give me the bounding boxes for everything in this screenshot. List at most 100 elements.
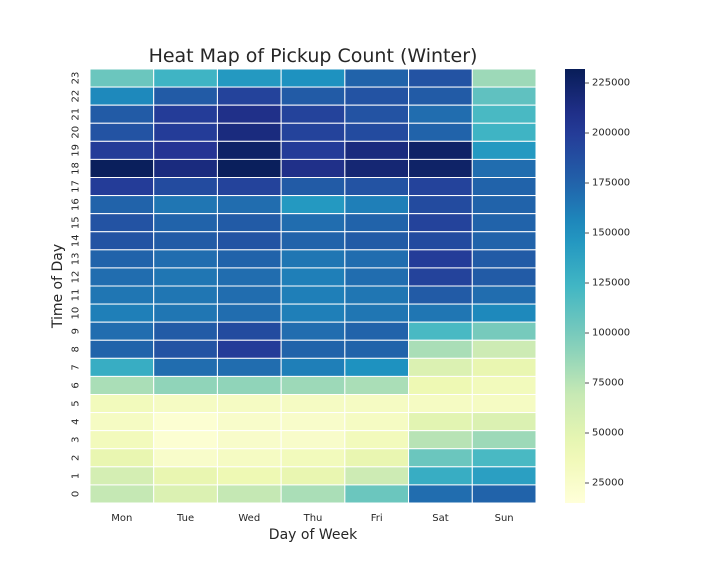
colorbar-tick-200000: 200000 [592,128,630,139]
colorbar-tick-50000: 50000 [592,428,624,439]
heatmap-cell-20-sat [408,122,473,142]
heatmap-cell-23-sat [408,68,473,88]
heatmap-cell-8-fri [344,339,410,359]
y-tick-10: 10 [71,307,82,320]
heatmap-cell-15-fri [344,213,410,233]
heatmap-cell-15-wed [216,213,282,233]
heatmap-cell-12-sat [408,267,473,287]
heatmap-cell-3-wed [216,430,282,450]
heatmap-cell-13-fri [344,249,410,269]
heatmap-cell-3-fri [344,430,410,450]
heatmap-cell-14-thu [280,231,346,251]
y-tick-11: 11 [71,289,82,302]
heatmap-cell-22-sat [408,86,473,106]
y-tick-16: 16 [71,198,82,211]
y-tick-12: 12 [71,271,82,284]
heatmap-cell-9-wed [216,321,282,341]
heatmap-cell-5-fri [344,394,410,414]
heatmap-cell-7-mon [89,357,155,377]
heatmap-cell-15-tue [153,213,218,233]
y-tick-4: 4 [71,418,82,424]
heatmap-cell-1-tue [153,466,218,486]
heatmap-cell-22-fri [344,86,410,106]
heatmap-cell-10-tue [153,303,218,323]
heatmap-cell-3-mon [89,430,155,450]
x-tick-fri: Fri [371,513,383,524]
heatmap-cell-8-mon [89,339,155,359]
heatmap-cell-15-mon [89,213,155,233]
heatmap-cell-16-tue [153,195,218,215]
heatmap-cell-8-thu [280,339,346,359]
heatmap-cell-5-thu [280,394,346,414]
heatmap-cell-19-sat [408,140,473,160]
heatmap-cell-11-tue [153,285,218,305]
y-tick-0: 0 [71,491,82,497]
x-tick-mon: Mon [111,513,132,524]
heatmap-cell-12-mon [89,267,155,287]
heatmap-cell-20-wed [216,122,282,142]
heatmap-cell-4-fri [344,412,410,432]
heatmap-cell-20-mon [89,122,155,142]
heatmap-cell-18-thu [280,158,346,179]
heatmap-cell-11-fri [344,285,410,305]
y-tick-20: 20 [71,126,82,139]
heatmap-cell-4-sun [471,412,537,432]
heatmap-cell-16-mon [89,195,155,215]
heatmap-cell-11-sun [471,285,537,305]
heatmap-cell-4-wed [216,412,282,432]
heatmap-cell-15-sat [408,213,473,233]
heatmap-cell-9-mon [89,321,155,341]
x-tick-sun: Sun [495,513,514,524]
heatmap-cell-17-thu [280,177,346,197]
heatmap-cell-17-fri [344,177,410,197]
heatmap-cell-6-mon [89,375,155,395]
heatmap-cell-10-sun [471,303,537,323]
y-tick-13: 13 [71,253,82,266]
heatmap-cell-17-tue [153,177,218,197]
heatmap-cell-0-tue [153,484,218,504]
heatmap-cell-17-sat [408,177,473,197]
heatmap-cell-2-tue [153,448,218,468]
heatmap-cell-10-wed [216,303,282,323]
heatmap-cell-12-fri [344,267,410,287]
heatmap-cell-16-sun [471,195,537,215]
heatmap-cell-10-sat [408,303,473,323]
heatmap-cell-5-tue [153,394,218,414]
heatmap-cell-14-tue [153,231,218,251]
chart-title: Heat Map of Pickup Count (Winter) [149,45,478,67]
heatmap-cell-11-thu [280,285,346,305]
heatmap-cell-22-thu [280,86,346,106]
y-tick-5: 5 [71,400,82,406]
heatmap-cell-6-fri [344,375,410,395]
heatmap-cell-9-sun [471,321,537,341]
heatmap-cell-22-tue [153,86,218,106]
y-tick-21: 21 [71,108,82,121]
heatmap-cell-17-wed [216,177,282,197]
heatmap-cell-21-thu [280,104,346,124]
heatmap-cell-14-sun [471,231,537,251]
heatmap-cell-6-sun [471,375,537,395]
heatmap-cell-18-sat [408,158,473,179]
heatmap-cell-3-thu [280,430,346,450]
y-axis-label: Time of Day [50,244,66,329]
heatmap-cell-13-tue [153,249,218,269]
heatmap-cell-9-thu [280,321,346,341]
y-tick-14: 14 [71,234,82,247]
heatmap-cell-23-sun [471,68,537,88]
x-axis-label: Day of Week [269,527,358,543]
y-tick-7: 7 [71,364,82,370]
heatmap-cell-16-sat [408,195,473,215]
y-tick-19: 19 [71,144,82,157]
y-tick-2: 2 [71,455,82,461]
heatmap-cell-18-wed [216,158,282,179]
colorbar-tick-25000: 25000 [592,478,624,489]
y-tick-1: 1 [71,473,82,479]
heatmap-cell-0-sun [471,484,537,504]
heatmap-cell-19-fri [344,140,410,160]
heatmap-cell-11-sat [408,285,473,305]
heatmap-cell-17-mon [89,177,155,197]
heatmap-cells [89,68,537,504]
heatmap-cell-7-fri [344,357,410,377]
heatmap-cell-23-tue [153,68,218,88]
